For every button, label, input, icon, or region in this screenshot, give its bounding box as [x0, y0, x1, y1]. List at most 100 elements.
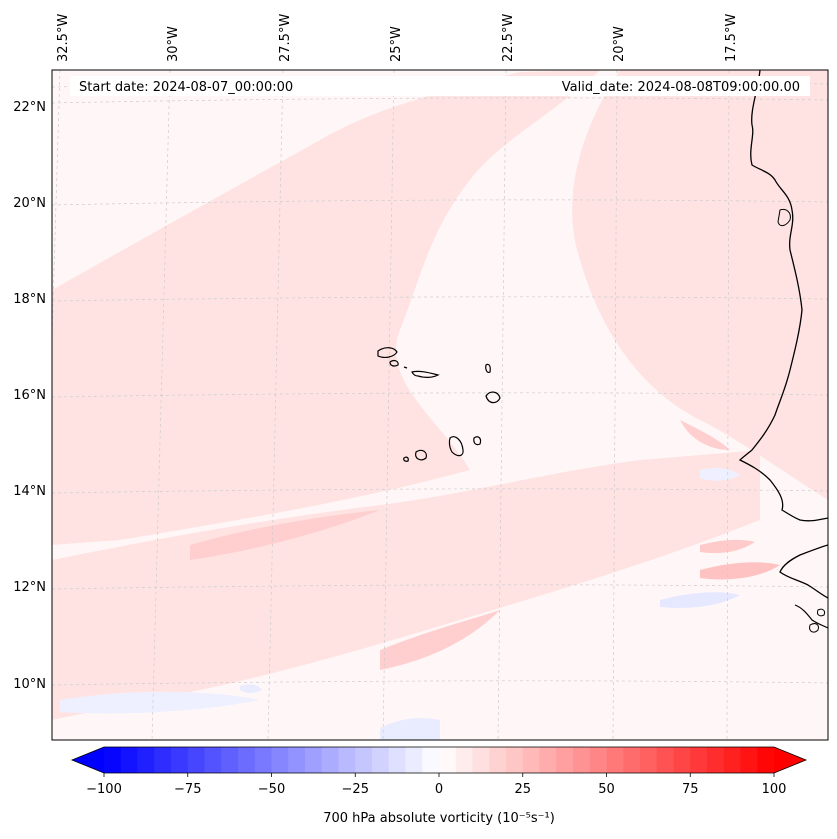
- colorbar-bins: [104, 747, 775, 773]
- lat-tick-label: 20°N: [13, 196, 46, 211]
- colorbar-label: 700 hPa absolute vorticity (10⁻⁵s⁻¹): [323, 811, 555, 826]
- colorbar-bin: [556, 747, 574, 773]
- lon-tick-label: 30°W: [166, 26, 181, 62]
- cape-verde-islands: [377, 347, 501, 462]
- colorbar-bin: [690, 747, 708, 773]
- guinea-bissau-islands: [809, 608, 825, 633]
- lon-tick-label: 17.5°W: [724, 14, 739, 62]
- colorbar-bin: [506, 747, 524, 773]
- colorbar-bin: [422, 747, 440, 773]
- vorticity-positive-region: [572, 70, 828, 500]
- santo-antao-island: [377, 347, 398, 358]
- colorbar-bin: [539, 747, 557, 773]
- lat-tick-label: 16°N: [13, 388, 46, 403]
- colorbar-tick-label: −75: [174, 782, 201, 797]
- colorbar-tick-label: −100: [86, 782, 122, 797]
- vorticity-negative-region: [240, 684, 262, 693]
- colorbar-bin: [187, 747, 205, 773]
- colorbar-bin: [372, 747, 390, 773]
- colorbar-bin: [305, 747, 323, 773]
- colorbar-bin: [271, 747, 289, 773]
- latitude-ticks: 22°N 20°N 18°N 16°N 14°N 12°N 10°N: [13, 100, 46, 692]
- longitude-ticks: 32.5°W 30°W 27.5°W 25°W 22.5°W 20°W 17.5…: [56, 14, 739, 62]
- colorbar-bin: [640, 747, 658, 773]
- africa-coastline: [738, 70, 828, 522]
- maio-island: [473, 436, 482, 446]
- colorbar-bin: [104, 747, 122, 773]
- lon-tick-label: 22.5°W: [501, 14, 516, 62]
- colorbar-bin: [171, 747, 189, 773]
- santa-luzia-island: [403, 366, 408, 369]
- colorbar-bin: [455, 747, 473, 773]
- colorbar-bin: [439, 747, 457, 773]
- colorbar-bin: [606, 747, 624, 773]
- vorticity-strong-region: [380, 610, 500, 670]
- map-frame: [51, 69, 829, 741]
- colorbar-bin: [489, 747, 507, 773]
- colorbar-bin: [405, 747, 423, 773]
- colorbar-bin: [707, 747, 725, 773]
- vorticity-strong-region: [680, 420, 730, 450]
- map-panel: [52, 70, 828, 740]
- colorbar-bin: [120, 747, 138, 773]
- colorbar-tick-label: 0: [435, 782, 443, 797]
- sal-island: [485, 363, 491, 374]
- brava-island: [403, 456, 409, 462]
- colorbar: −100 −75 −50 −25 0 25 50 75 100 700 hPa absolute…: [70, 746, 808, 826]
- sao-vicente-island: [389, 359, 399, 367]
- lon-tick-label: 20°W: [612, 26, 627, 62]
- africa-coastline: [794, 604, 828, 629]
- lat-tick-label: 10°N: [13, 677, 46, 692]
- colorbar-bin: [472, 747, 490, 773]
- colorbar-extend-high: [774, 747, 806, 773]
- canary-coast-island: [777, 209, 791, 227]
- colorbar-bin: [673, 747, 691, 773]
- colorbar-tick-label: 50: [598, 782, 615, 797]
- colorbar-bin: [656, 747, 674, 773]
- colorbar-bin: [589, 747, 607, 773]
- lon-tick-label: 25°W: [389, 26, 404, 62]
- africa-coastline: [779, 544, 828, 599]
- boa-vista-island: [485, 391, 501, 404]
- colorbar-bin: [321, 747, 339, 773]
- colorbar-bin: [254, 747, 272, 773]
- vorticity-strong-region: [190, 510, 380, 560]
- colorbar-bin: [221, 747, 239, 773]
- start-date-label: Start date: 2024-08-07_00:00:00: [79, 80, 293, 95]
- vorticity-negative-region: [60, 691, 260, 714]
- colorbar-bin: [740, 747, 758, 773]
- colorbar-tick-label: 75: [682, 782, 699, 797]
- lat-tick-label: 18°N: [13, 292, 46, 307]
- colorbar-tick-label: 25: [514, 782, 531, 797]
- colorbar-bin: [238, 747, 256, 773]
- header-banner: [70, 76, 810, 96]
- colorbar-bin: [288, 747, 306, 773]
- lat-tick-label: 22°N: [13, 100, 46, 115]
- lat-tick-label: 14°N: [13, 484, 46, 499]
- colorbar-bin: [522, 747, 540, 773]
- colorbar-bin: [388, 747, 406, 773]
- lon-tick-label: 27.5°W: [278, 14, 293, 62]
- colorbar-tick-label: −50: [258, 782, 285, 797]
- colorbar-bin: [154, 747, 172, 773]
- colorbar-bin: [757, 747, 775, 773]
- santiago-island: [448, 436, 464, 457]
- vorticity-negative-region: [700, 467, 740, 481]
- sao-nicolau-island: [411, 370, 440, 378]
- colorbar-bin: [723, 747, 741, 773]
- colorbar-bin: [338, 747, 356, 773]
- colorbar-bin: [355, 747, 373, 773]
- colorbar-bin: [204, 747, 222, 773]
- lon-tick-label: 32.5°W: [56, 14, 71, 62]
- colorbar-bin: [573, 747, 591, 773]
- colorbar-bin: [137, 747, 155, 773]
- vorticity-negative-region: [380, 718, 440, 740]
- vorticity-strong-region: [700, 562, 780, 580]
- colorbar-bin: [623, 747, 641, 773]
- vorticity-positive-region: [52, 70, 600, 545]
- vorticity-negative-region: [660, 592, 740, 608]
- valid-date-label: Valid_date: 2024-08-08T09:00:00.00: [562, 80, 800, 95]
- lat-tick-label: 12°N: [13, 580, 46, 595]
- colorbar-ticks: −100 −75 −50 −25 0 25 50 75 100: [86, 773, 786, 797]
